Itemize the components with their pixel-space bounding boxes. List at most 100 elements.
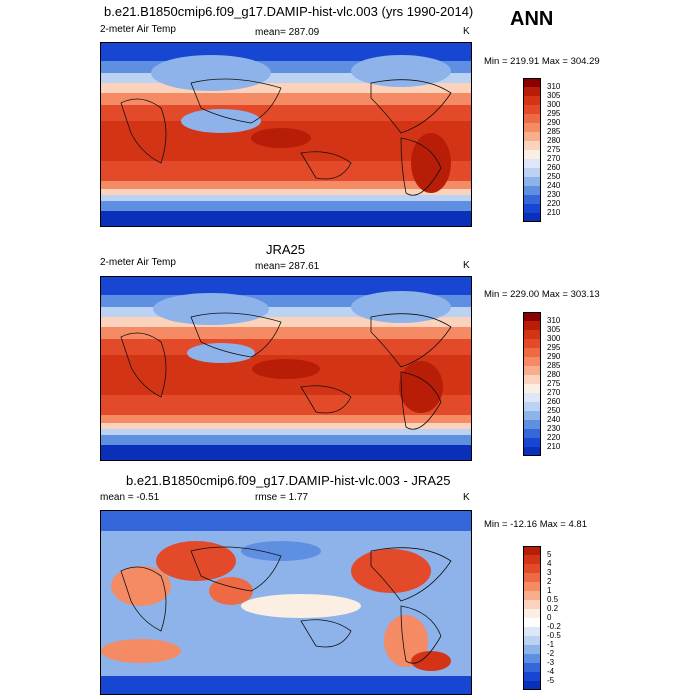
panel1-variable-label: 2-meter Air Temp <box>100 24 176 35</box>
colorbar-tick-label: 240 <box>547 181 561 190</box>
colorbar-tick-label: 4 <box>547 559 552 568</box>
colorbar-swatch <box>523 375 541 384</box>
colorbar-swatch <box>523 366 541 375</box>
colorbar-tick-label: 0.2 <box>547 604 559 613</box>
colorbar-swatch <box>523 402 541 411</box>
colorbar-tick-label: 290 <box>547 352 561 361</box>
panel3-map <box>100 510 472 695</box>
colorbar-tick-label: 0.5 <box>547 595 559 604</box>
panel1-units-label: K <box>463 26 470 37</box>
colorbar-swatch <box>523 177 541 186</box>
colorbar-tick-label: 240 <box>547 415 561 424</box>
colorbar-tick-label: 250 <box>547 172 561 181</box>
colorbar-tick-label: 290 <box>547 118 561 127</box>
colorbar-tick-label: 210 <box>547 208 561 217</box>
colorbar-tick-label: 270 <box>547 388 561 397</box>
panel1-colorbar: 310 305 300 295 290 285 280 275 270 260 250 240 230 2… <box>523 78 583 223</box>
colorbar-tick-label: 305 <box>547 91 561 100</box>
panel3-mean-label: mean = -0.51 <box>100 492 160 503</box>
colorbar-swatch <box>523 348 541 357</box>
colorbar-tick-label: 0 <box>547 613 552 622</box>
colorbar-tick-label: 210 <box>547 442 561 451</box>
panel3-rmse-label: rmse = 1.77 <box>255 492 309 503</box>
panel1-map <box>100 42 472 227</box>
colorbar-tick-label: 220 <box>547 199 561 208</box>
colorbar-tick-label: -0.5 <box>547 631 561 640</box>
panel3-map-field <box>101 511 471 694</box>
colorbar-swatch <box>523 141 541 150</box>
colorbar-tick-label: 5 <box>547 550 552 559</box>
colorbar-tick-label: -3 <box>547 658 555 667</box>
colorbar-tick-label: 295 <box>547 343 561 352</box>
colorbar-tick-label: 230 <box>547 424 561 433</box>
colorbar-swatch <box>523 573 541 582</box>
panel2-map-field <box>101 277 471 460</box>
panel2-variable-label: 2-meter Air Temp <box>100 257 176 268</box>
colorbar-swatch <box>523 339 541 348</box>
colorbar-tick-label: -2 <box>547 649 555 658</box>
colorbar-tick-label: -0.2 <box>547 622 561 631</box>
colorbar-swatch <box>523 186 541 195</box>
panel3-minmax-label: Min = -12.16 Max = 4.81 <box>484 519 587 530</box>
colorbar-tick-label: 250 <box>547 406 561 415</box>
colorbar-swatch <box>523 321 541 330</box>
colorbar-tick-label: 295 <box>547 109 561 118</box>
colorbar-swatch <box>523 195 541 204</box>
colorbar-tick-label: 220 <box>547 433 561 442</box>
colorbar-swatch <box>523 654 541 663</box>
colorbar-tick-label: 275 <box>547 145 561 154</box>
colorbar-swatch <box>523 204 541 213</box>
colorbar-tick-label: 2 <box>547 577 552 586</box>
colorbar-tick-label: 260 <box>547 163 561 172</box>
colorbar-tick-label: 260 <box>547 397 561 406</box>
colorbar-swatch <box>523 330 541 339</box>
colorbar-swatch <box>523 357 541 366</box>
colorbar-swatch <box>523 618 541 627</box>
colorbar-tick-label: 285 <box>547 361 561 370</box>
colorbar-swatch <box>523 411 541 420</box>
colorbar-tick-label: 270 <box>547 154 561 163</box>
colorbar-swatch <box>523 645 541 654</box>
colorbar-tick-label: 280 <box>547 136 561 145</box>
colorbar-swatch <box>523 636 541 645</box>
colorbar-swatch <box>523 420 541 429</box>
colorbar-swatch <box>523 600 541 609</box>
panel2-minmax-label: Min = 229.00 Max = 303.13 <box>484 289 600 300</box>
colorbar-swatch <box>523 591 541 600</box>
panel1-mean-label: mean= 287.09 <box>255 27 320 38</box>
colorbar-tick-label: 230 <box>547 190 561 199</box>
colorbar-tick-label: 280 <box>547 370 561 379</box>
colorbar-swatch <box>523 447 541 456</box>
colorbar-swatch <box>523 384 541 393</box>
colorbar-tick-label: 275 <box>547 379 561 388</box>
panel2-colorbar: 310 305 300 295 290 285 280 275 270 260 250 240 230 2… <box>523 312 583 457</box>
colorbar-tick-label: -1 <box>547 640 555 649</box>
colorbar-swatch <box>523 312 541 321</box>
colorbar-tick-label: 3 <box>547 568 552 577</box>
colorbar-swatch <box>523 663 541 672</box>
colorbar-swatch <box>523 564 541 573</box>
colorbar-swatch <box>523 546 541 555</box>
colorbar-swatch <box>523 627 541 636</box>
colorbar-swatch <box>523 123 541 132</box>
colorbar-swatch <box>523 168 541 177</box>
season-label: ANN <box>510 8 554 30</box>
panel1-title: b.e21.B1850cmip6.f09_g17.DAMIP-hist-vlc.… <box>104 4 474 19</box>
colorbar-tick-label: 285 <box>547 127 561 136</box>
panel2-mean-label: mean= 287.61 <box>255 261 320 272</box>
colorbar-tick-label: 1 <box>547 586 552 595</box>
colorbar-swatch <box>523 96 541 105</box>
colorbar-tick-label: -5 <box>547 676 555 685</box>
colorbar-swatch <box>523 132 541 141</box>
colorbar-swatch <box>523 555 541 564</box>
colorbar-swatch <box>523 582 541 591</box>
panel1-minmax-label: Min = 219.91 Max = 304.29 <box>484 56 600 67</box>
colorbar-tick-label: 310 <box>547 82 561 91</box>
colorbar-swatch <box>523 438 541 447</box>
colorbar-swatch <box>523 393 541 402</box>
panel2-title: JRA25 <box>266 242 306 257</box>
panel3-colorbar: 5 4 3 2 1 0.5 0.2 0 -0.2 -0.5 -1 -2 -3 -4 -5 <box>523 546 583 691</box>
panel2-map <box>100 276 472 461</box>
colorbar-tick-label: 305 <box>547 325 561 334</box>
colorbar-swatch <box>523 78 541 87</box>
